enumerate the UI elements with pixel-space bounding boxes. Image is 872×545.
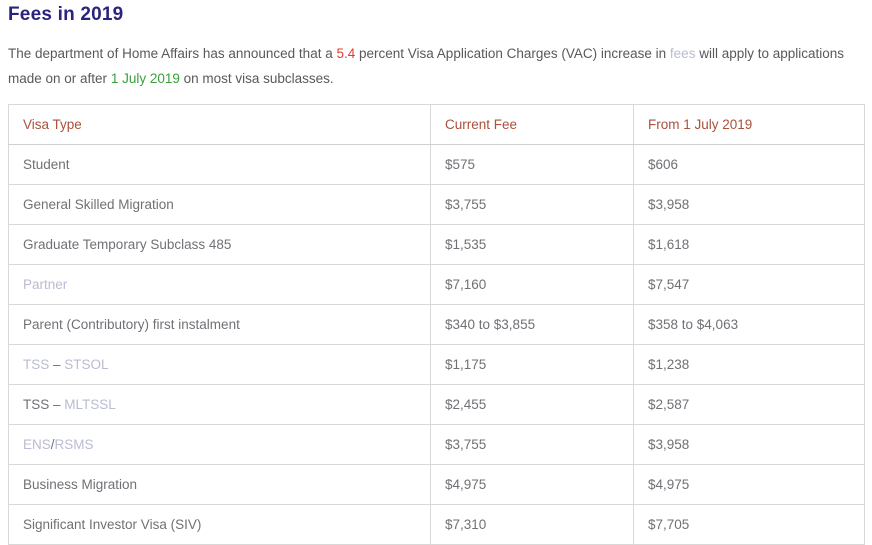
table-header-row: Visa Type Current Fee From 1 July 2019: [8, 104, 865, 145]
new-fee-cell: $3,958: [633, 424, 865, 465]
visa-type-cell: Partner: [8, 264, 431, 305]
visa-type-text: –: [49, 357, 65, 372]
visa-type-cell: TSS – STSOL: [8, 344, 431, 385]
new-fee-cell: $1,618: [633, 224, 865, 265]
visa-type-cell: General Skilled Migration: [8, 184, 431, 225]
visa-type-text: /: [50, 437, 55, 452]
current-fee-cell: $3,755: [430, 424, 634, 465]
intro-paragraph: The department of Home Affairs has annou…: [8, 41, 864, 91]
column-header-visa-type: Visa Type: [8, 104, 431, 145]
new-fee-cell: $7,705: [633, 504, 865, 545]
table-row: Business Migration $4,975 $4,975: [8, 464, 865, 505]
current-fee-cell: $1,175: [430, 344, 634, 385]
visa-type-text: TSS: [23, 397, 50, 412]
new-fee-cell: $3,958: [633, 184, 865, 225]
visa-type-text: Student: [23, 157, 70, 172]
visa-type-text: General Skilled Migration: [23, 197, 174, 212]
visa-type-cell: ENS/RSMS: [8, 424, 431, 465]
current-fee-cell: $4,975: [430, 464, 634, 505]
visa-type-text: Business Migration: [23, 477, 138, 492]
visa-type-text: Significant Investor Visa (SIV): [23, 517, 202, 532]
visa-type-link[interactable]: MLTSSL: [64, 397, 116, 412]
table-row: Student $575 $606: [8, 144, 865, 185]
page-title: Fees in 2019: [8, 4, 124, 25]
new-fee-cell: $2,587: [633, 384, 865, 425]
new-fee-cell: $1,238: [633, 344, 865, 385]
intro-text: percent Visa Application Charges (VAC) i…: [355, 46, 670, 61]
visa-type-cell: Student: [8, 144, 431, 185]
visa-type-link[interactable]: STSOL: [64, 357, 109, 372]
visa-type-text: Graduate Temporary Subclass 485: [23, 237, 232, 252]
intro-highlight-percentage: 5.4: [336, 46, 356, 61]
table-row: ENS/RSMS $3,755 $3,958: [8, 424, 865, 465]
table-row: Significant Investor Visa (SIV) $7,310 $7,…: [8, 504, 865, 545]
column-header-from-1-july-2019: From 1 July 2019: [633, 104, 865, 145]
current-fee-cell: $575: [430, 144, 634, 185]
new-fee-cell: $4,975: [633, 464, 865, 505]
visa-type-link[interactable]: ENS: [23, 437, 51, 452]
intro-text: will apply to applications made on or af…: [8, 46, 845, 86]
visa-type-text: Parent (Contributory) first instalment: [23, 317, 240, 332]
current-fee-cell: $340 to $3,855: [430, 304, 634, 345]
current-fee-cell: $7,160: [430, 264, 634, 305]
current-fee-cell: $2,455: [430, 384, 634, 425]
new-fee-cell: $606: [633, 144, 865, 185]
visa-type-cell: Parent (Contributory) first instalment: [8, 304, 431, 345]
table-row: Graduate Temporary Subclass 485 $1,535 $1,…: [8, 224, 865, 265]
visa-type-link[interactable]: TSS: [23, 357, 50, 372]
new-fee-cell: $358 to $4,063: [633, 304, 865, 345]
table-row: Partner $7,160 $7,547: [8, 264, 865, 305]
visa-type-link[interactable]: Partner: [23, 277, 68, 292]
table-row: TSS – STSOL $1,175 $1,238: [8, 344, 865, 385]
visa-type-link[interactable]: RSMS: [54, 437, 94, 452]
table-row: Parent (Contributory) first instalment $3…: [8, 304, 865, 345]
visa-type-cell: Significant Investor Visa (SIV): [8, 504, 431, 545]
current-fee-cell: $1,535: [430, 224, 634, 265]
column-header-current-fee: Current Fee: [430, 104, 634, 145]
visa-type-cell: Graduate Temporary Subclass 485: [8, 224, 431, 265]
current-fee-cell: $7,310: [430, 504, 634, 545]
new-fee-cell: $7,547: [633, 264, 865, 305]
current-fee-cell: $3,755: [430, 184, 634, 225]
visa-type-cell: Business Migration: [8, 464, 431, 505]
intro-highlight-date: 1 July 2019: [110, 71, 180, 86]
intro-text: The department of Home Affairs has annou…: [8, 46, 337, 61]
visa-type-cell: TSS – MLTSSL: [8, 384, 431, 425]
table-row: General Skilled Migration $3,755 $3,958: [8, 184, 865, 225]
visa-type-text: –: [49, 397, 65, 412]
intro-text: on most visa subclasses.: [179, 71, 334, 86]
table-row: TSS – MLTSSL $2,455 $2,587: [8, 384, 865, 425]
fees-link[interactable]: fees: [669, 46, 696, 61]
fees-table: Visa Type Current Fee From 1 July 2019 S…: [8, 104, 865, 545]
